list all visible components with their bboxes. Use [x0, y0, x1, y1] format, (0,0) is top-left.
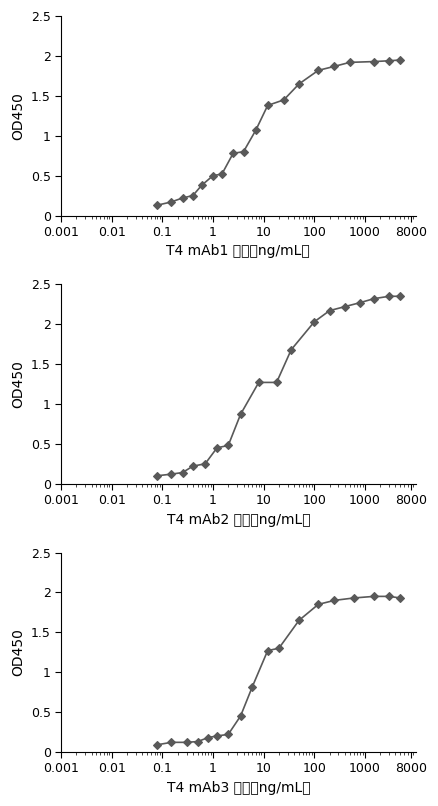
- Y-axis label: OD450: OD450: [11, 360, 25, 408]
- X-axis label: T4 mAb3 浓度（ng/mL）: T4 mAb3 浓度（ng/mL）: [166, 781, 310, 795]
- Y-axis label: OD450: OD450: [11, 629, 25, 676]
- X-axis label: T4 mAb1 浓度（ng/mL）: T4 mAb1 浓度（ng/mL）: [166, 244, 310, 259]
- Y-axis label: OD450: OD450: [11, 92, 25, 139]
- X-axis label: T4 mAb2 浓度（ng/mL）: T4 mAb2 浓度（ng/mL）: [166, 513, 310, 526]
